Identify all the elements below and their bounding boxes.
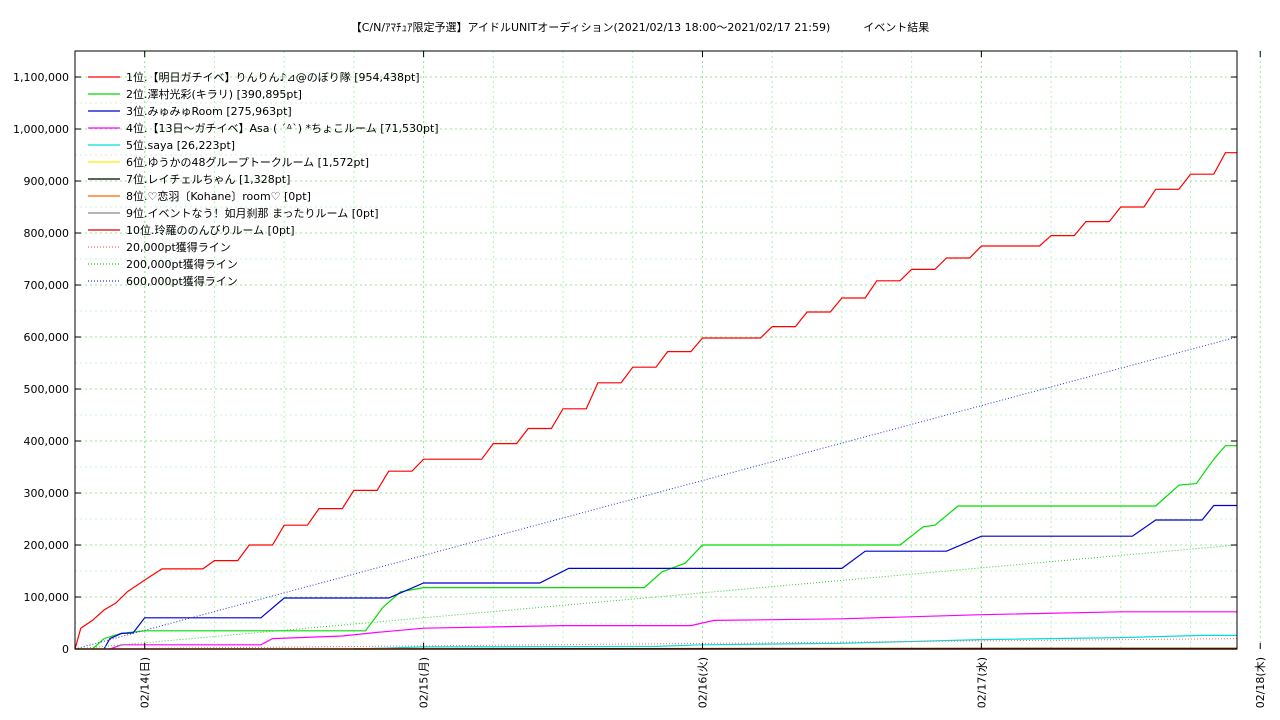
grid-layer [74, 51, 1261, 649]
legend-label-1: 1位.【明日ガチイベ】りんりん♪⊿@のぼり隊 [954,438pt] [126, 70, 420, 84]
x-tick-group: 02/16(火) [696, 657, 709, 708]
series-line-11 [74, 638, 1238, 650]
x-tick-label: 02/18(木) [1254, 657, 1267, 708]
y-tick-label: 1,000,000 [13, 123, 69, 136]
series-line-5 [353, 634, 1237, 650]
y-tick-label: 100,000 [24, 591, 70, 604]
y-tick-label: 500,000 [24, 383, 70, 396]
y-tick-label: 900,000 [24, 175, 70, 188]
legend-label-12: 200,000pt獲得ライン [126, 258, 238, 271]
y-tick-label: 600,000 [24, 331, 70, 344]
legend-label-13: 600,000pt獲得ライン [126, 275, 238, 288]
y-tick-label: 300,000 [24, 487, 70, 500]
legend-label-8: 8位.♡恋羽〔Kohane〕room♡ [0pt] [126, 189, 311, 203]
legend-label-10: 10位.玲羅ののんびりルーム [0pt] [126, 223, 295, 237]
legend-label-2: 2位.澤村光彩(キラリ) [390,895pt] [126, 87, 302, 101]
plot-frame [74, 50, 1238, 650]
series-line-1 [74, 152, 1237, 650]
x-tick-group: 02/17(水) [975, 657, 988, 708]
series-line-13 [74, 336, 1238, 650]
x-tick-label: 02/14(日) [139, 657, 152, 708]
legend-label-4: 4位.【13日～ガチイベ】Asa ( ´ᐞ`) *ちょこルーム [71,530p… [126, 121, 439, 135]
y-tick-label: 200,000 [24, 539, 70, 552]
y-tick-label: 700,000 [24, 279, 70, 292]
chart-title: 【C/N/ｱﾏﾁｭｱ限定予選】アイドルUNITオーディション(2021/02/1… [350, 21, 930, 34]
series-line-4 [109, 611, 1237, 650]
legend-label-5: 5位.saya [26,223pt] [126, 138, 235, 152]
x-tick-group: 02/14(日) [139, 657, 152, 708]
x-tick-label: 02/15(月) [418, 657, 431, 708]
legend-label-7: 7位.レイチェルちゃん [1,328pt] [126, 172, 290, 186]
series-line-12 [74, 544, 1238, 650]
legend-label-9: 9位.イベントなう！如月刹那 まったりルーム [0pt] [126, 206, 379, 220]
series-line-3 [103, 504, 1237, 650]
legend-label-11: 20,000pt獲得ライン [126, 241, 231, 254]
legend-label-3: 3位.みゅみゅRoom [275,963pt] [126, 104, 292, 118]
legend-label-6: 6位.ゆうかの48グループトークルーム [1,572pt] [126, 155, 369, 169]
legend: 1位.【明日ガチイベ】りんりん♪⊿@のぼり隊 [954,438pt] 2位.澤村光… [88, 70, 439, 288]
x-tick-group: 02/15(月) [418, 657, 431, 708]
y-tick-label: 1,100,000 [13, 71, 69, 84]
x-tick-label: 02/16(火) [696, 657, 709, 708]
y-tick-label: 0 [62, 643, 69, 656]
y-tick-label: 800,000 [24, 227, 70, 240]
x-tick-label: 02/17(水) [975, 657, 988, 708]
series-line-2 [91, 445, 1237, 650]
axis-layer: 0 100,000 200,000 300,000 400,000 500,000 600,… [13, 51, 1267, 708]
y-tick-label: 400,000 [24, 435, 70, 448]
x-tick-group: 02/18(木) [1254, 657, 1267, 708]
